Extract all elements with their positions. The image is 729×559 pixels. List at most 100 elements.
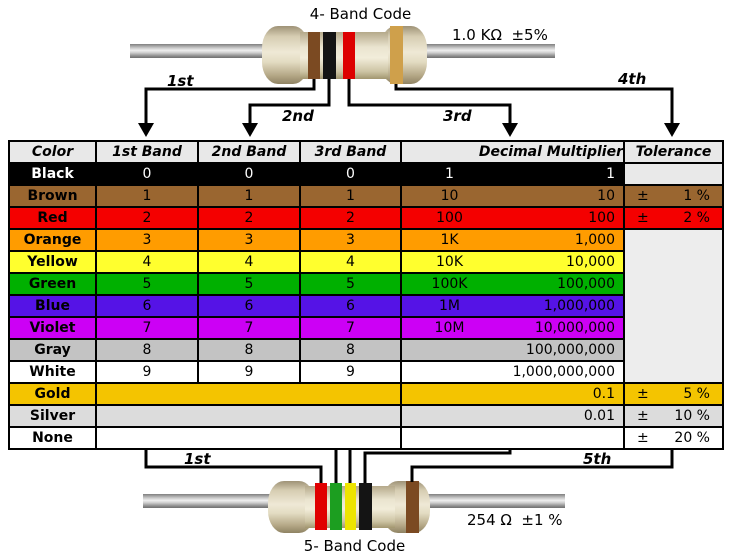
band-digit-cell: 7: [95, 316, 199, 340]
five-band-title: 5- Band Code: [303, 537, 406, 555]
tolerance-value: 10 %: [674, 408, 710, 424]
band-digit-cell: 5: [299, 272, 402, 296]
band-digit-cell: 2: [197, 206, 301, 230]
tolerance-cell: ±10 %: [623, 404, 724, 428]
five-band-band-1-red: [315, 483, 327, 530]
color-name-cell: Yellow: [8, 250, 97, 274]
color-name-cell: Orange: [8, 228, 97, 252]
band-digit-cell: 9: [299, 360, 402, 384]
table-row: Brown 1 1 1 10 10 ±1 %: [8, 184, 724, 208]
header-color: Color: [8, 140, 97, 164]
header-3rd-band: 3rd Band: [299, 140, 402, 164]
table-row: Violet 7 7 7 10M 10,000,000: [8, 316, 723, 340]
band-digit-cell: 3: [299, 228, 402, 252]
four-band-arrowheads: [138, 123, 680, 137]
four-band-arrow-label-1st: 1st: [167, 72, 194, 90]
four-band-arrow-label-3rd: 3rd: [443, 107, 472, 125]
table-row: Green 5 5 5 100K 100,000: [8, 272, 723, 296]
four-band-arrow-lines: [144, 79, 674, 124]
four-band-band-1-brown: [308, 32, 320, 79]
band-digit-cell: 9: [197, 360, 301, 384]
band-digit-cell: 1: [299, 184, 402, 208]
multiplier-long-value: 100: [588, 210, 615, 226]
band-digit-cell: 2: [95, 206, 199, 230]
tolerance-value: 2 %: [683, 210, 710, 226]
four-band-band-3-red: [343, 32, 355, 79]
header-2nd-band: 2nd Band: [197, 140, 301, 164]
four-band-arrow-label-4th: 4th: [617, 70, 646, 88]
arrowhead-down-3rd: [502, 123, 518, 137]
color-name-cell: Blue: [8, 294, 97, 318]
color-name-cell: Red: [8, 206, 97, 230]
tolerance-value: 1 %: [683, 188, 710, 204]
band-digit-cell: 2: [299, 206, 402, 230]
band-merged-cell: [95, 426, 402, 450]
multiplier-cell: 100K 100,000: [400, 272, 625, 296]
multiplier-short-value: 1K: [440, 232, 459, 248]
multiplier-long-value: 100,000,000: [525, 342, 615, 358]
band-digit-cell: 4: [299, 250, 402, 274]
multiplier-short-value: 1: [445, 166, 454, 182]
band-digit-cell: 8: [95, 338, 199, 362]
multiplier-cell: 1K 1,000: [400, 228, 625, 252]
multiplier-cell: 0.1: [400, 382, 625, 406]
band-merged-cell: [95, 382, 402, 406]
color-name-cell: Brown: [8, 184, 97, 208]
band-digit-cell: 0: [197, 162, 301, 186]
band-digit-cell: 3: [95, 228, 199, 252]
arrowhead-down-4th: [664, 123, 680, 137]
tolerance-cell: ±5 %: [623, 382, 724, 406]
tolerance-sign: ±: [637, 210, 649, 226]
multiplier-long-value: 1: [606, 166, 615, 182]
tolerance-merged-cell: [623, 228, 724, 384]
multiplier-long-value: 0.01: [583, 408, 615, 424]
header-tolerance: Tolerance: [623, 140, 724, 164]
multiplier-cell: [400, 426, 625, 450]
tolerance-cell: ±2 %: [623, 206, 724, 230]
band-digit-cell: 7: [299, 316, 402, 340]
five-band-arrow-label-5th: 5th: [583, 450, 611, 468]
band-digit-cell: 6: [95, 294, 199, 318]
tolerance-sign: ±: [637, 188, 649, 204]
header-decimal-multiplier: Decimal Multiplier: [400, 140, 625, 164]
multiplier-cell: 10 10: [400, 184, 625, 208]
multiplier-long-value: 1,000,000: [543, 298, 615, 314]
five-band-band-2-green: [330, 483, 342, 530]
multiplier-long-value: 10,000: [566, 254, 615, 270]
band-digit-cell: 1: [197, 184, 301, 208]
color-name-cell: Gray: [8, 338, 97, 362]
multiplier-long-value: 10,000,000: [534, 320, 615, 336]
color-name-cell: Violet: [8, 316, 97, 340]
tolerance-value: 5 %: [683, 386, 710, 402]
table-row: White 9 9 9 1,000,000,000: [8, 360, 723, 384]
multiplier-short-value: 100: [436, 210, 463, 226]
table-row: None ±20 %: [8, 426, 724, 450]
multiplier-cell: 10K 10,000: [400, 250, 625, 274]
color-name-cell: Black: [8, 162, 97, 186]
tolerance-cell: [623, 162, 724, 186]
band-digit-cell: 5: [95, 272, 199, 296]
band-digit-cell: 7: [197, 316, 301, 340]
color-name-cell: Gold: [8, 382, 97, 406]
table-row: Gray 8 8 8 100,000,000: [8, 338, 723, 362]
color-name-cell: Silver: [8, 404, 97, 428]
multiplier-long-value: 100,000: [557, 276, 615, 292]
tolerance-cell: ±1 %: [623, 184, 724, 208]
header-1st-band: 1st Band: [95, 140, 199, 164]
multiplier-cell: 100,000,000: [400, 338, 625, 362]
table-header-row: Color 1st Band 2nd Band 3rd Band Decimal…: [8, 140, 724, 164]
four-band-title: 4- Band Code: [309, 5, 412, 23]
table-row: Orange 3 3 3 1K 1,000: [8, 228, 724, 384]
multiplier-short-value: 100K: [431, 276, 468, 292]
multiplier-short-value: 10K: [436, 254, 463, 270]
five-band-arrow-label-1st: 1st: [184, 450, 211, 468]
multiplier-cell: 1,000,000,000: [400, 360, 625, 384]
color-name-cell: None: [8, 426, 97, 450]
multiplier-long-value: 0.1: [592, 386, 615, 402]
color-code-table: Color 1st Band 2nd Band 3rd Band Decimal…: [8, 140, 724, 450]
band-merged-cell: [95, 404, 402, 428]
multiplier-cell: 100 100: [400, 206, 625, 230]
four-band-band-2-black: [323, 32, 336, 79]
color-name-cell: Green: [8, 272, 97, 296]
